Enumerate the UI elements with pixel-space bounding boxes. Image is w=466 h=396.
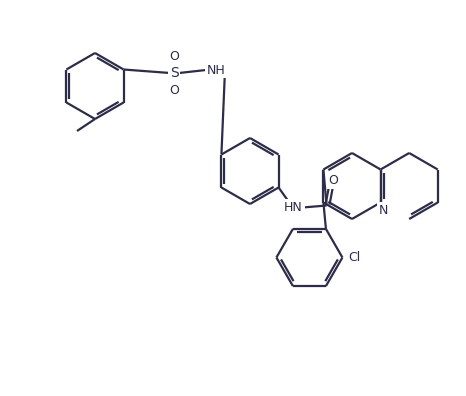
Text: HN: HN [284, 201, 303, 214]
Text: N: N [379, 204, 388, 217]
Text: Cl: Cl [348, 251, 361, 264]
Text: O: O [169, 50, 179, 63]
Text: NH: NH [206, 63, 226, 76]
Text: S: S [170, 66, 178, 80]
Text: O: O [169, 84, 179, 97]
Text: O: O [329, 174, 338, 187]
